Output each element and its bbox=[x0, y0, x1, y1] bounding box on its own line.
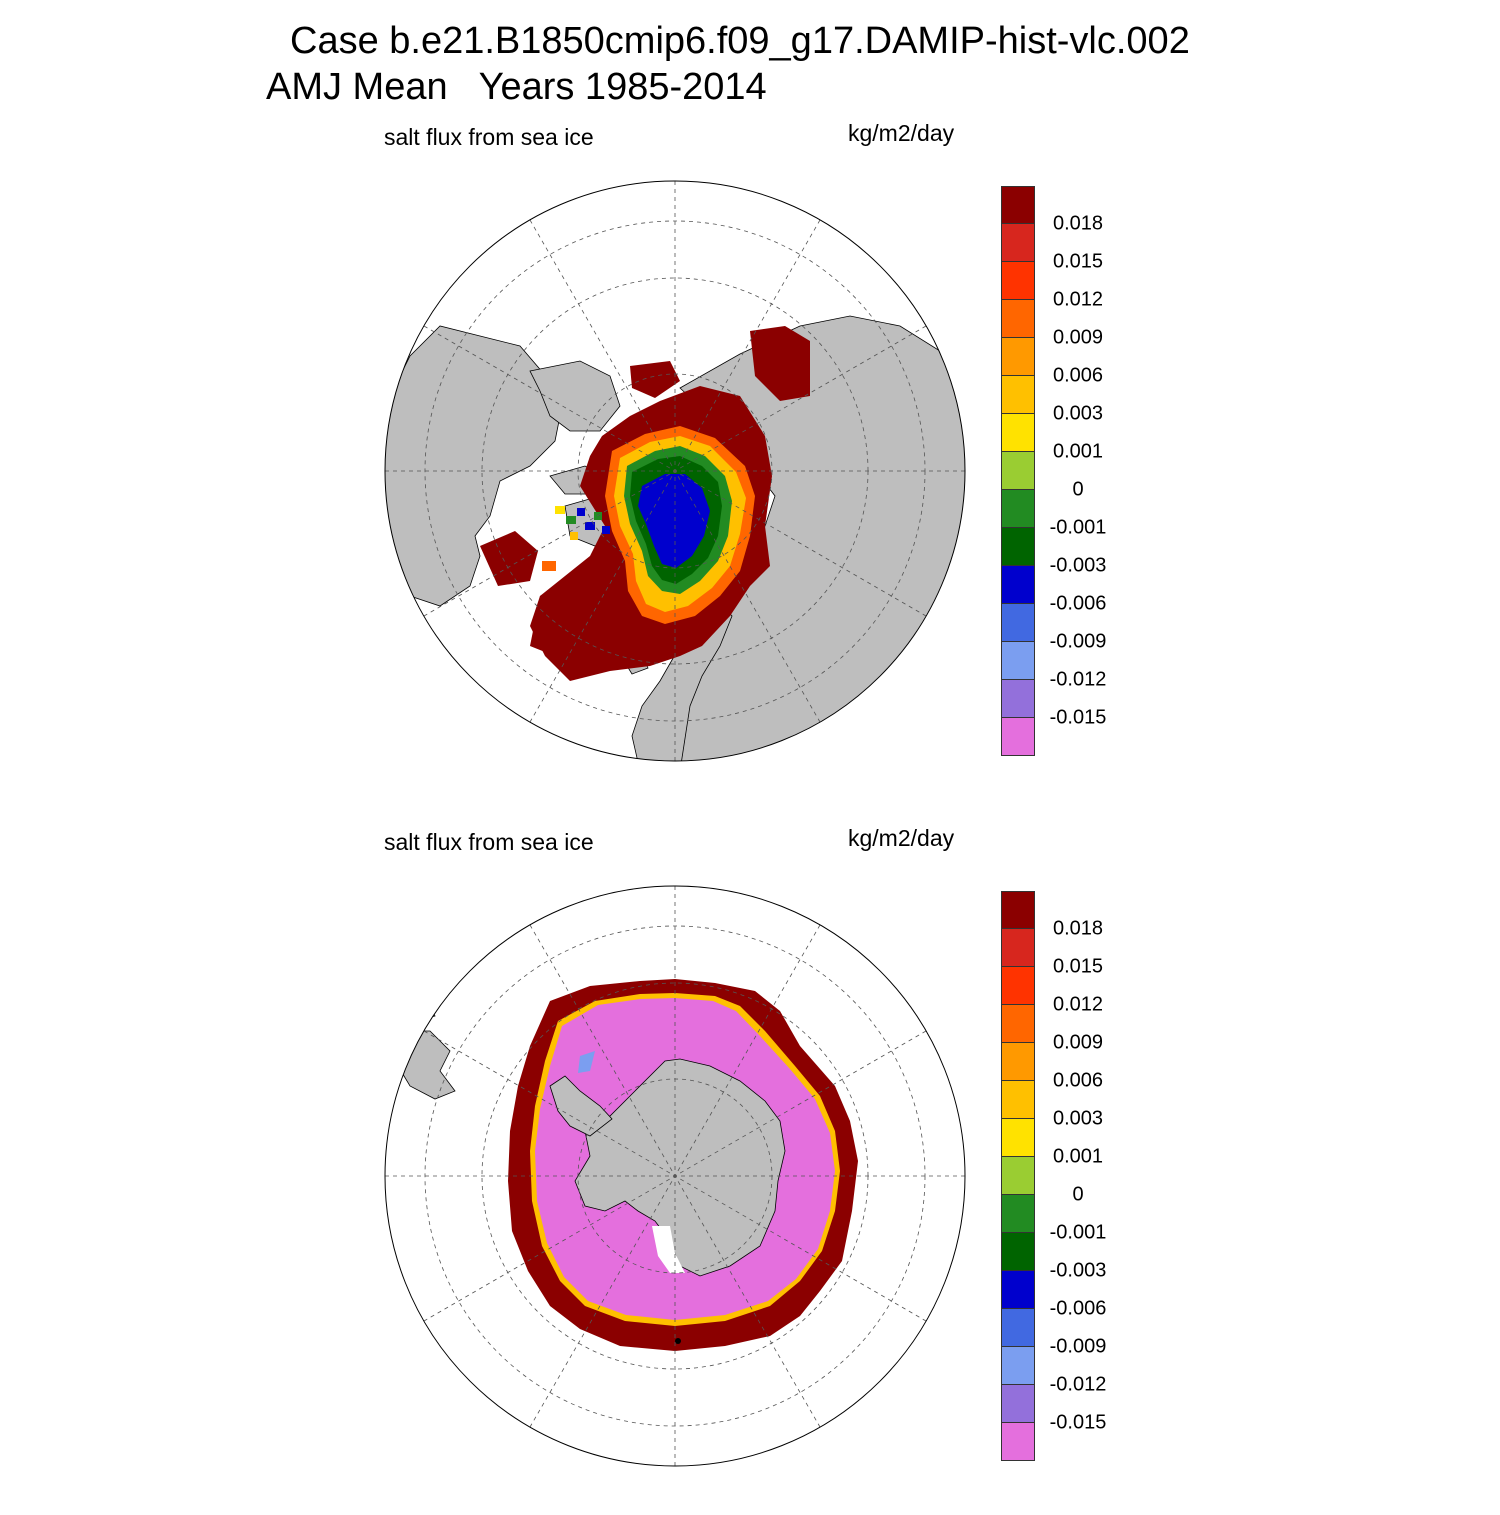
colorbar-tick-label: 0.006 bbox=[1052, 1069, 1104, 1092]
colorbar-tick-label: 0.001 bbox=[1052, 440, 1104, 463]
colorbar-swatch bbox=[1001, 452, 1035, 490]
colorbar-tick-label: -0.006 bbox=[1049, 1297, 1107, 1320]
colorbar-swatch bbox=[1001, 967, 1035, 1005]
colorbar bbox=[1001, 891, 1035, 1461]
colorbar-tick-label: -0.006 bbox=[1049, 592, 1107, 615]
units-label: kg/m2/day bbox=[848, 825, 955, 851]
colorbar-swatch bbox=[1001, 642, 1035, 680]
colorbar-swatch bbox=[1001, 414, 1035, 452]
colorbar-swatch bbox=[1001, 1309, 1035, 1347]
colorbar-swatch bbox=[1001, 718, 1035, 756]
colorbar-tick-label: -0.009 bbox=[1049, 630, 1107, 653]
colorbar-swatch bbox=[1001, 1157, 1035, 1195]
colorbar-swatch bbox=[1001, 376, 1035, 414]
colorbar-tick-label: -0.015 bbox=[1049, 1411, 1107, 1434]
case-title: Case b.e21.B1850cmip6.f09_g17.DAMIP-hist… bbox=[290, 20, 1190, 62]
colorbar-tick-label: 0.018 bbox=[1052, 917, 1104, 940]
colorbar-tick-label: -0.009 bbox=[1049, 1335, 1107, 1358]
colorbar-tick-label: 0.015 bbox=[1052, 250, 1104, 273]
map-border bbox=[384, 180, 966, 762]
south-hemisphere-panel: salt flux from sea ice kg/m2/day bbox=[0, 815, 1500, 1515]
units-label: kg/m2/day bbox=[848, 120, 955, 146]
salt-flux-field bbox=[480, 326, 810, 681]
graticule bbox=[385, 181, 965, 761]
colorbar-swatch bbox=[1001, 186, 1035, 224]
colorbar-swatch bbox=[1001, 929, 1035, 967]
colorbar-swatch bbox=[1001, 1385, 1035, 1423]
colorbar-tick-label: 0.003 bbox=[1052, 1107, 1104, 1130]
colorbar-swatch bbox=[1001, 300, 1035, 338]
colorbar-swatch bbox=[1001, 1347, 1035, 1385]
colorbar-tick-label: -0.001 bbox=[1049, 516, 1107, 539]
colorbar-tick-label: 0.001 bbox=[1052, 1145, 1104, 1168]
map-border bbox=[384, 885, 966, 1467]
colorbar-swatch bbox=[1001, 528, 1035, 566]
colorbar-tick-label: -0.001 bbox=[1049, 1221, 1107, 1244]
colorbar-swatch bbox=[1001, 1043, 1035, 1081]
graticule bbox=[385, 886, 965, 1466]
period-title: AMJ Mean Years 1985-2014 bbox=[266, 66, 767, 108]
colorbar-swatch bbox=[1001, 1271, 1035, 1309]
variable-label: salt flux from sea ice bbox=[384, 124, 594, 150]
colorbar-swatch bbox=[1001, 1423, 1035, 1461]
variable-label: salt flux from sea ice bbox=[384, 829, 594, 855]
colorbar-tick-label: 0.009 bbox=[1052, 1031, 1104, 1054]
colorbar-swatch bbox=[1001, 1081, 1035, 1119]
colorbar-tick-label: 0.006 bbox=[1052, 364, 1104, 387]
colorbar-swatch bbox=[1001, 1005, 1035, 1043]
colorbar-swatch bbox=[1001, 566, 1035, 604]
colorbar-tick-label: -0.003 bbox=[1049, 1259, 1107, 1282]
colorbar-swatch bbox=[1001, 604, 1035, 642]
colorbar-tick-label: 0.009 bbox=[1052, 326, 1104, 349]
colorbar-tick-label: 0 bbox=[1072, 478, 1084, 501]
colorbar-tick-label: 0.012 bbox=[1052, 288, 1104, 311]
colorbar-swatch bbox=[1001, 224, 1035, 262]
colorbar-swatch bbox=[1001, 1119, 1035, 1157]
colorbar-tick-label: 0.012 bbox=[1052, 993, 1104, 1016]
colorbar-tick-label: 0.003 bbox=[1052, 402, 1104, 425]
colorbar bbox=[1001, 186, 1035, 756]
colorbar-swatch bbox=[1001, 891, 1035, 929]
colorbar-swatch bbox=[1001, 262, 1035, 300]
colorbar-swatch bbox=[1001, 1195, 1035, 1233]
south-polar-map bbox=[384, 885, 966, 1467]
colorbar-swatch bbox=[1001, 338, 1035, 376]
colorbar-tick-label: 0.015 bbox=[1052, 955, 1104, 978]
colorbar-tick-label: -0.012 bbox=[1049, 1373, 1107, 1396]
colorbar-swatch bbox=[1001, 1233, 1035, 1271]
colorbar-swatch bbox=[1001, 490, 1035, 528]
colorbar-tick-label: 0 bbox=[1072, 1183, 1084, 1206]
colorbar-swatch bbox=[1001, 680, 1035, 718]
colorbar-tick-label: -0.015 bbox=[1049, 706, 1107, 729]
north-polar-map bbox=[384, 180, 966, 762]
colorbar-tick-label: -0.012 bbox=[1049, 668, 1107, 691]
colorbar-tick-label: 0.018 bbox=[1052, 212, 1104, 235]
north-hemisphere-panel: salt flux from sea ice kg/m2/day bbox=[0, 110, 1500, 810]
colorbar-tick-label: -0.003 bbox=[1049, 554, 1107, 577]
